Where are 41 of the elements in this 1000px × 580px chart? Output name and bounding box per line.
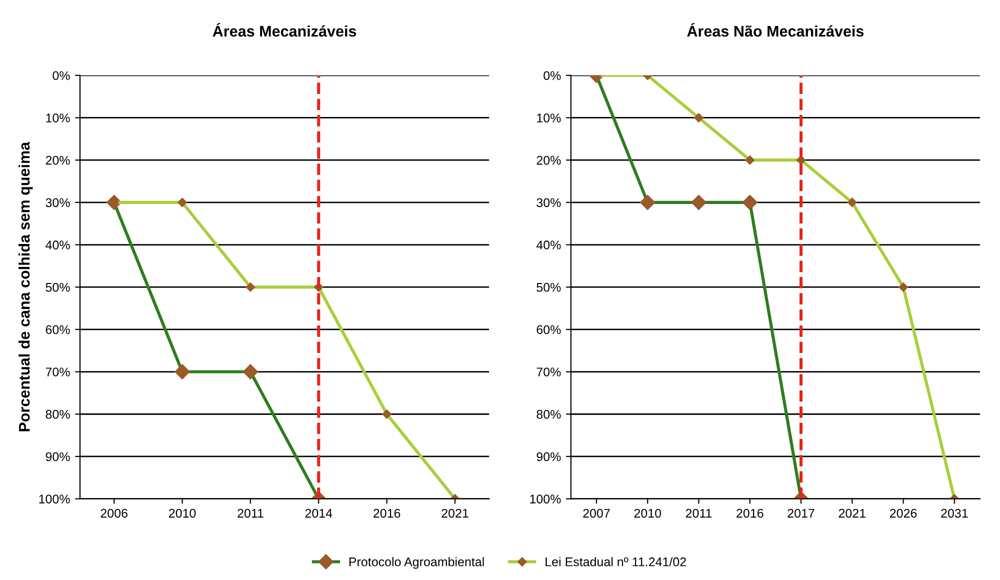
x-tick-label: 2021 [442,508,468,518]
x-tick-label: 2011 [686,508,712,518]
y-tick-label: 10% [537,114,561,122]
y-tick-label: 30% [536,198,561,208]
y-tick-label: 50% [536,282,561,292]
legend-label: Protocolo Agroambiental [349,557,484,569]
y-tick-label: 30% [46,198,70,208]
x-tick-label: 2021 [838,508,866,518]
y-tick-label: 80% [46,410,70,419]
y-tick-label: 50% [46,282,70,292]
x-tick-label: 2010 [169,508,196,518]
y-axis-title: Porcentual de cana colhida sem queima [18,142,33,432]
y-tick-label: 100% [530,494,561,504]
y-tick-label: 0% [544,71,561,80]
y-tick-label: 80% [536,410,561,419]
y-tick-label: 70% [46,368,70,376]
x-tick-label: 2016 [736,508,764,518]
y-tick-label: 70% [536,368,561,376]
y-tick-label: 40% [46,240,70,250]
x-tick-label: 2016 [374,508,400,518]
y-tick-label: 90% [536,452,561,462]
x-tick-label: 2031 [941,508,968,518]
x-tick-label: 2010 [634,508,662,518]
y-tick-label: 20% [46,156,70,165]
x-tick-label: 2026 [890,508,917,518]
legend-label: Lei Estadual nº 11.241/02 [546,557,686,566]
x-tick-label: 2017 [788,508,814,518]
x-tick-label: 2007 [583,508,610,518]
x-tick-label: 2014 [305,508,332,518]
chart-title: Áreas Mecanizáveis [212,22,356,37]
y-tick-label: 10% [46,114,70,122]
x-tick-label: 2006 [100,508,128,518]
y-tick-label: 20% [536,156,561,165]
y-tick-label: 90% [46,452,70,462]
y-tick-label: 60% [536,325,561,334]
x-tick-label: 2011 [238,508,264,518]
y-tick-label: 0% [52,71,70,80]
y-tick-label: 100% [39,494,70,504]
chart-title: Áreas Não Mecanizáveis [687,22,864,37]
y-tick-label: 60% [46,325,70,334]
y-tick-label: 40% [536,240,561,250]
